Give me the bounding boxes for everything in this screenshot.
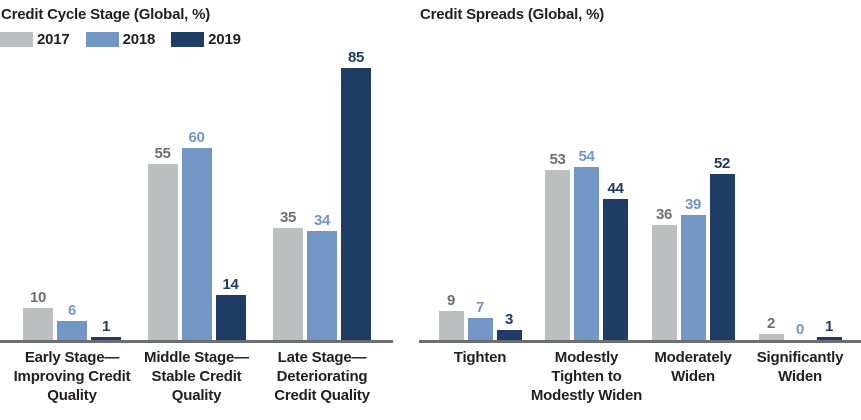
- bar-2017-middle-stage: [147, 164, 178, 340]
- bar-2019-early-stage: [91, 337, 121, 340]
- value-label-2019-early-stage: 1: [101, 318, 111, 335]
- bar-slot-2017-late-stage: 35: [273, 0, 303, 340]
- bar-slot-2018-moderately-widen: 39: [680, 0, 706, 340]
- value-label-2018-tighten: 7: [475, 299, 485, 316]
- bar-2018-tighten: [467, 318, 493, 340]
- legend-label-2018: 2018: [122, 31, 156, 48]
- value-label-2017-late-stage: 35: [279, 209, 297, 226]
- bar-2018-late-stage: [307, 231, 337, 340]
- bar-group-early-stage: 10 6 1: [23, 0, 121, 340]
- bar-2018-early-stage: [57, 321, 87, 340]
- category-label-late-stage: Late Stage— Deteriorating Credit Quality: [274, 349, 370, 404]
- bar-slot-2017-significantly-widen: 2: [758, 0, 784, 340]
- value-label-2017-tighten: 9: [446, 292, 456, 309]
- value-label-2019-tighten: 3: [504, 311, 514, 328]
- right-chart-title: Credit Spreads (Global, %): [420, 6, 604, 23]
- bar-group-modestly-tighten: 53 54 44: [545, 0, 628, 340]
- value-label-2019-significantly-widen: 1: [824, 318, 834, 335]
- bar-2019-tighten: [496, 330, 522, 340]
- category-label-middle-stage: Middle Stage— Stable Credit Quality: [144, 349, 249, 404]
- bar-slot-2018-middle-stage: 60: [181, 0, 212, 340]
- bar-2017-tighten: [438, 311, 464, 340]
- value-label-2018-middle-stage: 60: [188, 129, 205, 146]
- legend-swatch-2018: [85, 32, 119, 47]
- value-label-2019-modestly-tighten: 44: [607, 180, 624, 197]
- value-label-2019-middle-stage: 14: [222, 276, 239, 293]
- legend: 2017 2018 2019: [0, 31, 241, 48]
- bar-slot-2017-moderately-widen: 36: [651, 0, 677, 340]
- bar-group-significantly-widen: 2 0 1: [758, 0, 842, 340]
- bar-2017-late-stage: [273, 228, 303, 340]
- category-label-early-stage: Early Stage— Improving Credit Quality: [13, 349, 131, 404]
- category-label-significantly-widen: Significantly Widen: [756, 349, 844, 385]
- bar-2018-moderately-widen: [680, 215, 706, 340]
- value-label-2017-significantly-widen: 2: [766, 315, 776, 332]
- bar-2018-modestly-tighten: [574, 167, 599, 340]
- bar-slot-2019-moderately-widen: 52: [709, 0, 735, 340]
- bar-slot-2018-tighten: 7: [467, 0, 493, 340]
- legend-label-2017: 2017: [37, 31, 70, 48]
- value-label-2018-late-stage: 34: [313, 212, 331, 229]
- legend-item-2019: 2019: [171, 31, 241, 48]
- bar-slot-2019-tighten: 3: [496, 0, 522, 340]
- bar-2019-moderately-widen: [709, 174, 735, 340]
- value-label-2017-moderately-widen: 36: [655, 206, 673, 223]
- bar-2017-modestly-tighten: [545, 170, 570, 340]
- category-label-moderately-widen: Moderately Widen: [654, 349, 732, 385]
- bar-2017-moderately-widen: [651, 225, 677, 340]
- value-label-2018-moderately-widen: 39: [684, 196, 702, 213]
- bar-group-late-stage: 35 34 85: [273, 0, 371, 340]
- bar-slot-2017-early-stage: 10: [23, 0, 53, 340]
- category-label-tighten: Tighten: [453, 349, 507, 366]
- value-label-2018-significantly-widen: 0: [795, 321, 805, 338]
- bar-group-moderately-widen: 36 39 52: [651, 0, 735, 340]
- left-chart-title: Credit Cycle Stage (Global, %): [1, 6, 211, 23]
- value-label-2019-late-stage: 85: [347, 49, 365, 66]
- bar-slot-2017-middle-stage: 55: [147, 0, 178, 340]
- bar-slot-2019-middle-stage: 14: [215, 0, 246, 340]
- bar-2017-early-stage: [23, 308, 53, 340]
- bar-2019-significantly-widen: [816, 337, 842, 340]
- right-x-axis-line: [419, 340, 861, 343]
- bar-slot-2018-late-stage: 34: [307, 0, 337, 340]
- category-label-modestly-tighten: Modestly Tighten to Modestly Widen: [530, 349, 643, 404]
- bar-2017-significantly-widen: [758, 334, 784, 340]
- bar-slot-2019-significantly-widen: 1: [816, 0, 842, 340]
- bar-slot-2018-significantly-widen: 0: [788, 0, 813, 340]
- legend-swatch-2019: [171, 32, 205, 47]
- bar-slot-2018-modestly-tighten: 54: [574, 0, 599, 340]
- bar-group-tighten: 9 7 3: [438, 0, 522, 340]
- bar-group-middle-stage: 55 60 14: [147, 0, 246, 340]
- bar-slot-2019-modestly-tighten: 44: [603, 0, 628, 340]
- legend-label-2019: 2019: [208, 31, 241, 48]
- value-label-2019-moderately-widen: 52: [713, 155, 731, 172]
- bar-slot-2017-tighten: 9: [438, 0, 464, 340]
- bar-2019-late-stage: [341, 68, 371, 340]
- value-label-2018-modestly-tighten: 54: [578, 148, 595, 165]
- bar-2019-middle-stage: [215, 295, 246, 340]
- legend-swatch-2017: [0, 32, 33, 47]
- legend-item-2018: 2018: [85, 31, 156, 48]
- bar-2019-modestly-tighten: [603, 199, 628, 340]
- value-label-2018-early-stage: 6: [67, 302, 77, 319]
- bar-slot-2017-modestly-tighten: 53: [545, 0, 570, 340]
- value-label-2017-middle-stage: 55: [154, 145, 171, 162]
- left-x-axis-line: [0, 340, 393, 343]
- value-label-2017-early-stage: 10: [29, 289, 47, 306]
- bar-2018-middle-stage: [181, 148, 212, 340]
- legend-item-2017: 2017: [0, 31, 70, 48]
- bar-slot-2018-early-stage: 6: [57, 0, 87, 340]
- value-label-2017-modestly-tighten: 53: [549, 151, 566, 168]
- bar-slot-2019-late-stage: 85: [341, 0, 371, 340]
- bar-slot-2019-early-stage: 1: [91, 0, 121, 340]
